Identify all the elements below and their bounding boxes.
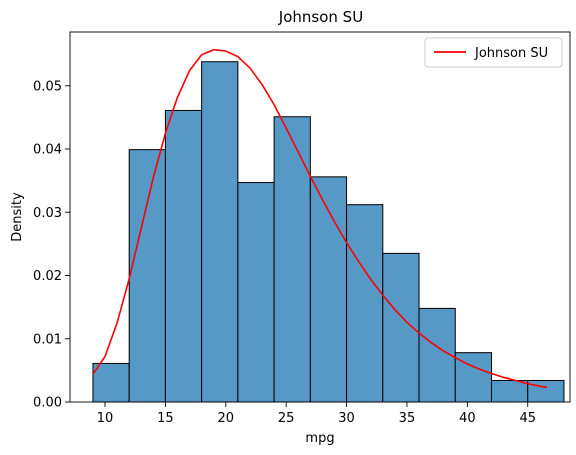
x-tick-label: 20 xyxy=(218,411,235,426)
histogram-bar xyxy=(273,116,311,403)
x-axis-label: mpg xyxy=(305,431,334,446)
y-axis-ticks: 0.00 0.01 0.02 0.03 0.04 0.05 xyxy=(33,79,70,411)
y-axis-label: Density xyxy=(10,192,25,242)
x-axis-ticks: 10 15 20 25 30 35 40 45 xyxy=(97,402,536,426)
johnson-su-curve xyxy=(92,48,548,389)
histogram-bar xyxy=(237,182,275,403)
x-tick-label: 45 xyxy=(519,411,536,426)
histogram-bar xyxy=(527,379,565,403)
histogram-bar xyxy=(201,61,239,403)
y-tick-label: 0.01 xyxy=(33,332,62,347)
legend-label: Johnson SU xyxy=(474,46,548,61)
histogram-bar xyxy=(164,109,203,403)
y-tick-label: 0.05 xyxy=(33,79,62,94)
histogram-bar xyxy=(490,379,529,403)
legend-box xyxy=(424,37,563,68)
legend: Johnson SU xyxy=(424,37,563,68)
histogram-bar xyxy=(346,204,384,403)
histogram-bars xyxy=(92,61,565,403)
histogram-bar xyxy=(92,362,130,403)
histogram-bar xyxy=(418,307,456,403)
y-tick-label: 0.03 xyxy=(33,206,62,221)
plot-frame xyxy=(69,31,571,403)
x-tick-label: 40 xyxy=(459,411,476,426)
histogram-bar xyxy=(128,149,166,403)
histogram-bar xyxy=(309,176,348,403)
y-tick-label: 0.00 xyxy=(33,396,62,411)
x-tick-label: 10 xyxy=(97,411,114,426)
y-tick-label: 0.04 xyxy=(33,143,62,158)
chart-title: Johnson SU xyxy=(278,8,363,26)
y-tick-label: 0.02 xyxy=(33,269,62,284)
x-tick-label: 35 xyxy=(399,411,416,426)
x-tick-label: 25 xyxy=(278,411,295,426)
x-tick-label: 15 xyxy=(157,411,174,426)
x-tick-label: 30 xyxy=(338,411,355,426)
